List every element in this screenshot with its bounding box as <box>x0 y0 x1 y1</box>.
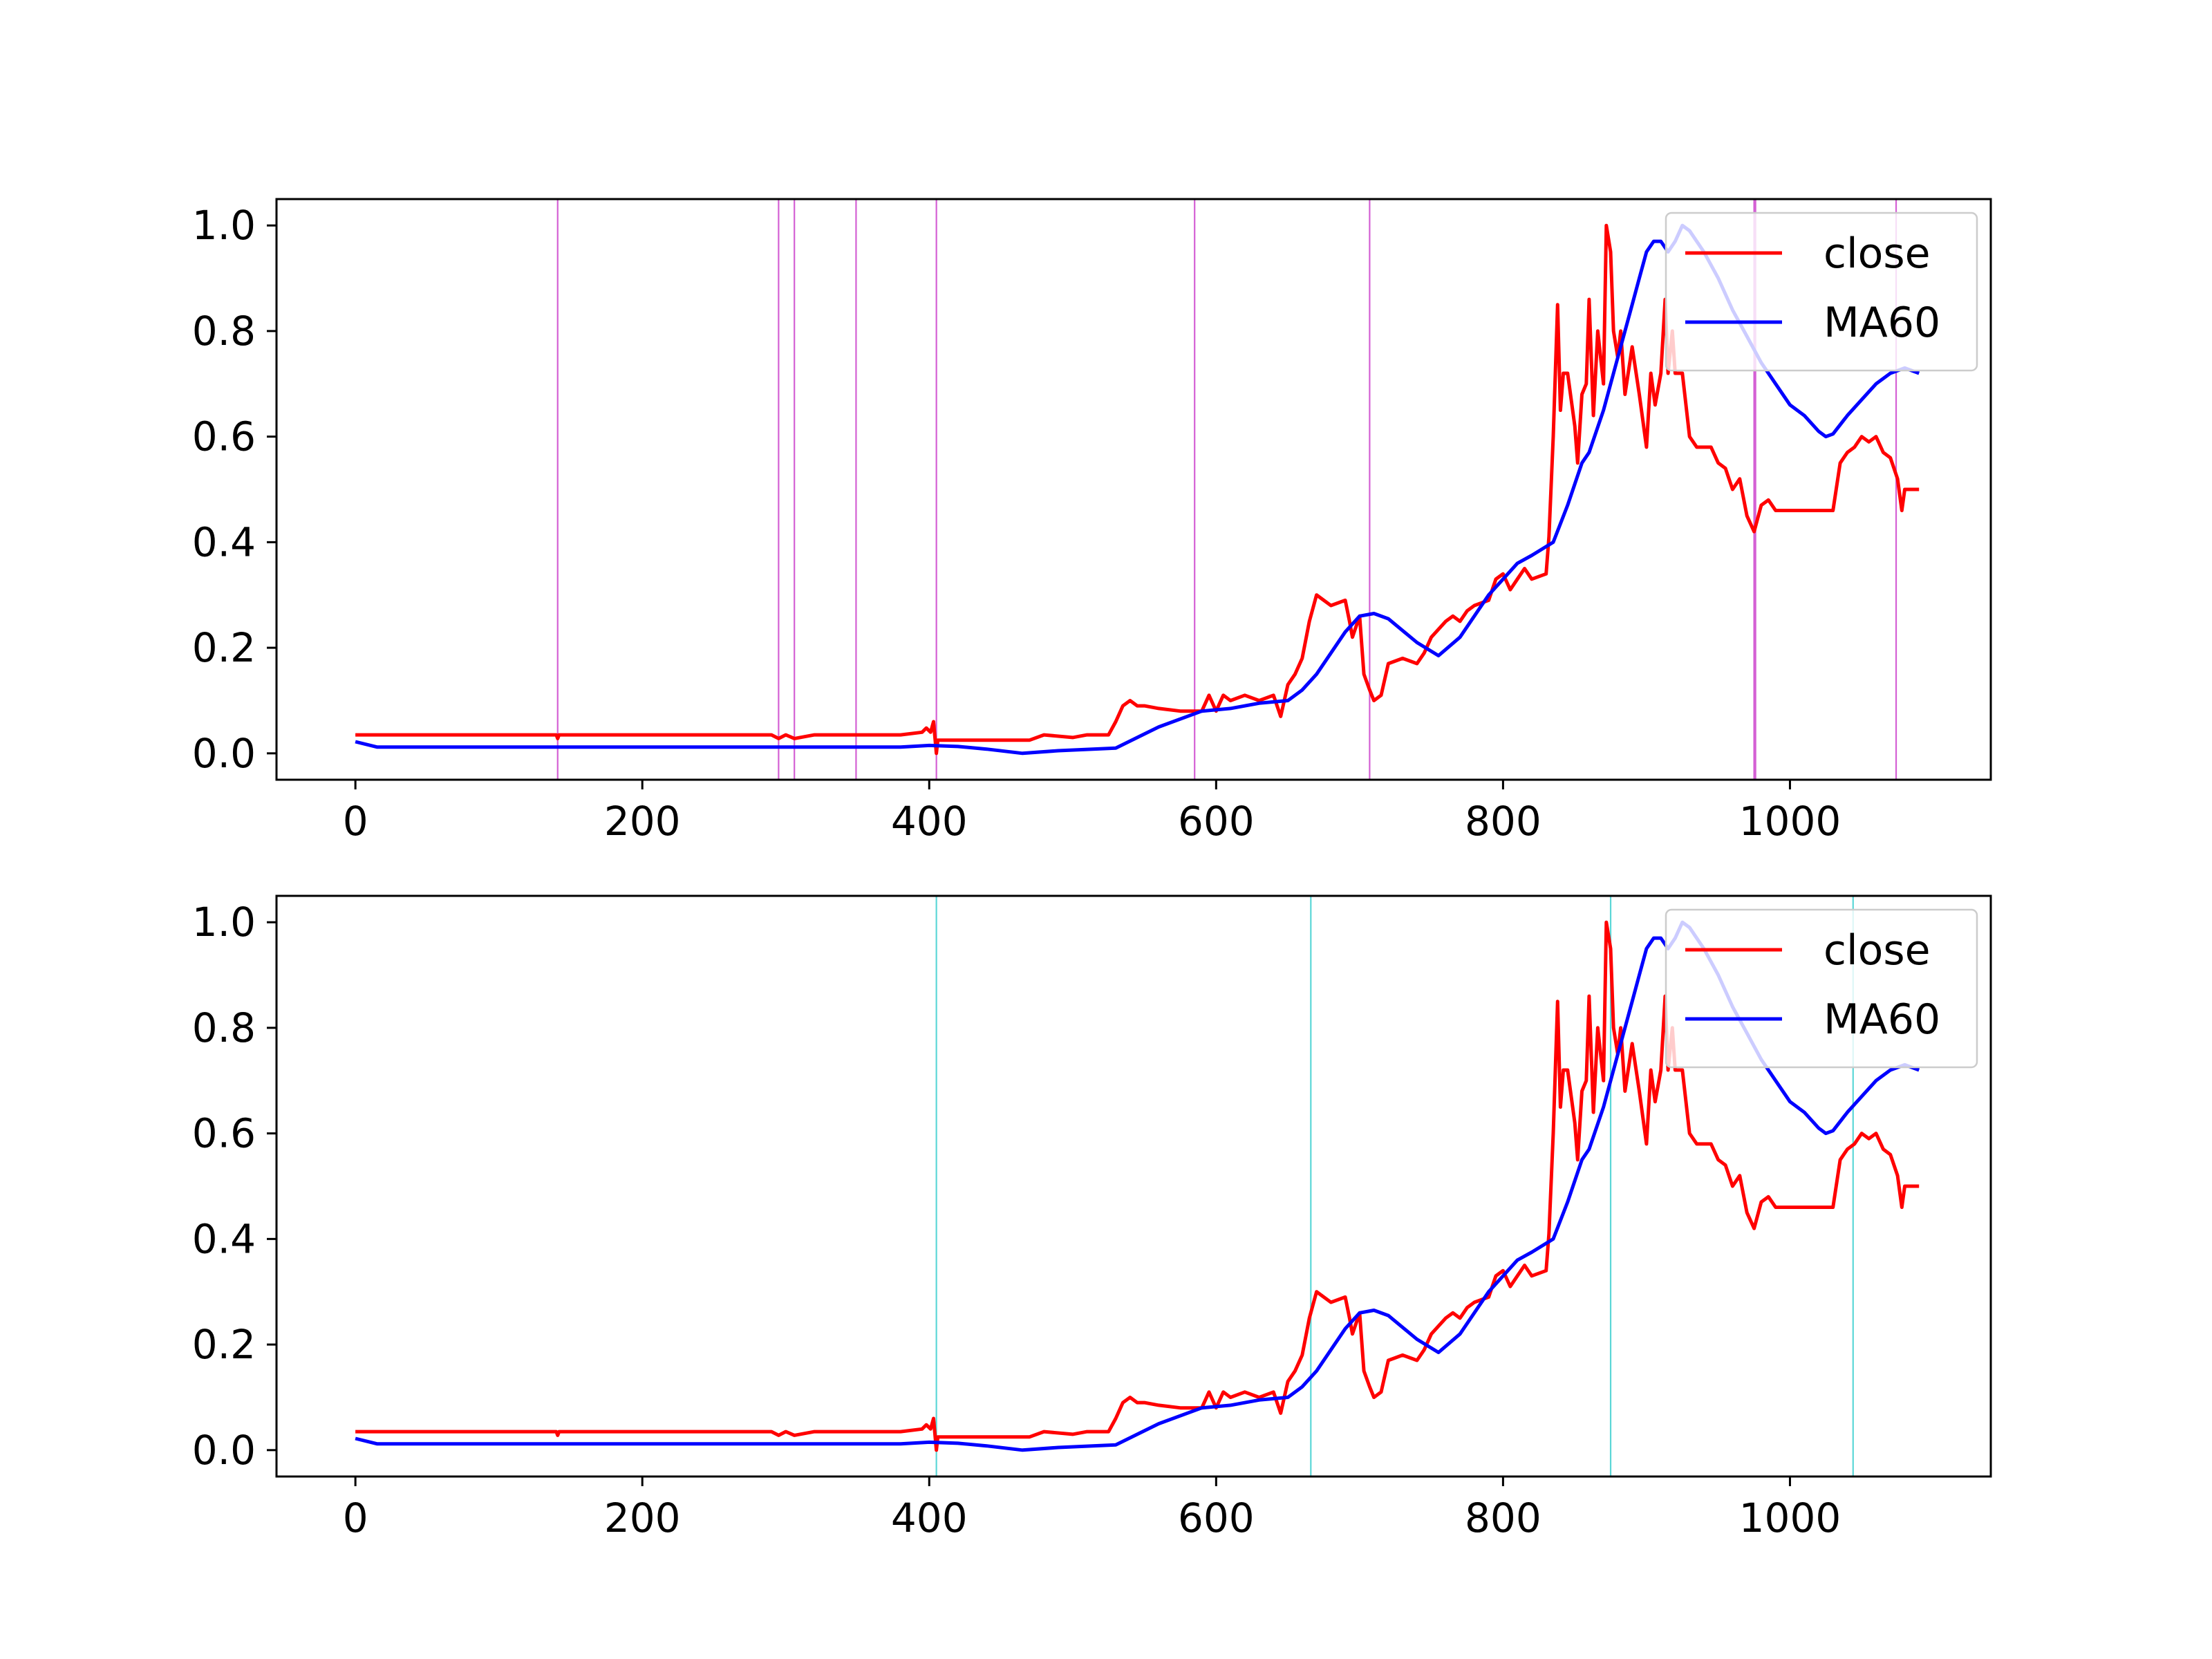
y-tick-label: 0.4 <box>192 518 256 565</box>
x-tick-label: 400 <box>891 1494 968 1541</box>
plot-area <box>355 223 1920 756</box>
series-line-ma60 <box>355 920 1920 1452</box>
legend-label-ma60: MA60 <box>1824 299 1940 347</box>
y-tick-label: 0.0 <box>192 730 256 777</box>
x-tick-label: 200 <box>604 798 681 845</box>
y-tick-label: 0.2 <box>192 624 256 671</box>
axes-frame <box>275 198 1992 781</box>
x-tick-label: 200 <box>604 1494 681 1541</box>
y-tick-label: 1.0 <box>192 899 256 946</box>
x-tick-label: 400 <box>891 798 968 845</box>
y-tick-label: 0.4 <box>192 1215 256 1262</box>
y-tick-label: 0.2 <box>192 1321 256 1368</box>
x-tick-label: 1000 <box>1739 1494 1841 1541</box>
y-tick-label: 0.8 <box>192 308 256 355</box>
legend-label-close: close <box>1824 229 1931 278</box>
x-tick-label: 0 <box>343 798 368 845</box>
chart-panel-2: 0 200 400 600 800 1000 0.0 0.2 0.4 0.6 0.8 1.0 close… <box>192 894 1992 1541</box>
legend-label-ma60: MA60 <box>1824 995 1940 1044</box>
y-tick-label: 0.6 <box>192 1110 256 1157</box>
x-tick-label: 1000 <box>1739 798 1841 845</box>
legend-label-close: close <box>1824 926 1931 975</box>
y-tick-label: 0.6 <box>192 413 256 460</box>
series-line-close <box>355 223 1920 756</box>
x-tick-label: 600 <box>1178 1494 1255 1541</box>
y-tick-label: 1.0 <box>192 202 256 249</box>
series-line-ma60 <box>355 223 1920 756</box>
y-tick-label: 0.0 <box>192 1427 256 1474</box>
x-tick-label: 800 <box>1465 798 1541 845</box>
axes-frame <box>275 894 1992 1478</box>
x-tick-label: 0 <box>343 1494 368 1541</box>
chart-panel-1: 0 200 400 600 800 1000 0.0 0.2 0.4 0.6 0.8 1.0 close… <box>192 198 1992 845</box>
series-line-close <box>355 920 1920 1452</box>
x-tick-label: 600 <box>1178 798 1255 845</box>
plot-area <box>355 920 1920 1452</box>
x-tick-label: 800 <box>1465 1494 1541 1541</box>
y-tick-label: 0.8 <box>192 1004 256 1051</box>
